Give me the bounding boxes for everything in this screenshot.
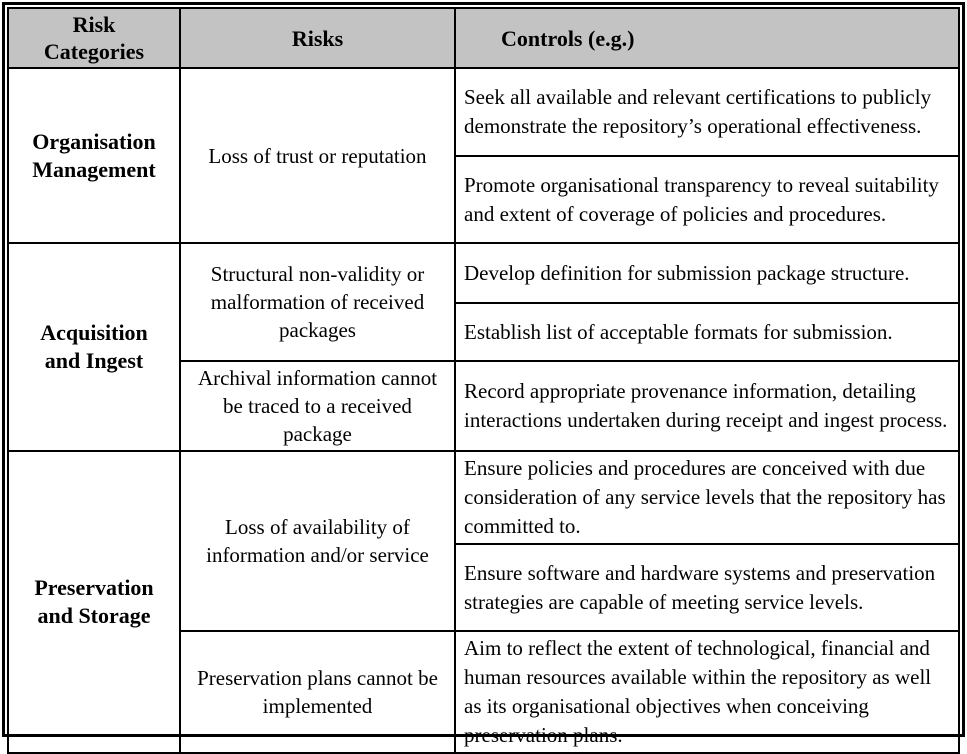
control-cell: Seek all available and relevant certific… — [455, 68, 959, 156]
risk-cell: Loss of trust or reputation — [180, 68, 455, 243]
control-cell: Establish list of acceptable formats for… — [455, 303, 959, 361]
control-cell: Record appropriate provenance informatio… — [455, 361, 959, 451]
risk-cell: Structural non-validity or malformation … — [180, 243, 455, 361]
risk-category-cell: Acquisition and Ingest — [8, 243, 180, 451]
control-cell: Promote organisational transparency to r… — [455, 156, 959, 243]
risk-cell: Loss of availability of information and/… — [180, 451, 455, 631]
control-cell: Develop definition for submission packag… — [455, 243, 959, 303]
column-header-risks: Risks — [180, 8, 455, 68]
risk-category-cell: Preservation and Storage — [8, 451, 180, 753]
header-row: Risk Categories Risks Controls (e.g.) — [8, 8, 959, 68]
risk-category-cell: Organisation Management — [8, 68, 180, 243]
risk-cell: Archival information cannot be traced to… — [180, 361, 455, 451]
column-header-controls: Controls (e.g.) — [455, 8, 959, 68]
risk-cell: Preservation plans cannot be implemented — [180, 631, 455, 753]
table-outer-frame: Risk Categories Risks Controls (e.g.) Or… — [2, 2, 965, 737]
control-cell: Ensure software and hardware systems and… — [455, 544, 959, 631]
risk-controls-table: Risk Categories Risks Controls (e.g.) Or… — [7, 7, 960, 754]
control-cell: Aim to reflect the extent of technologic… — [455, 631, 959, 753]
table-header: Risk Categories Risks Controls (e.g.) — [8, 8, 959, 68]
column-header-risk-categories: Risk Categories — [8, 8, 180, 68]
control-cell: Ensure policies and procedures are conce… — [455, 451, 959, 544]
